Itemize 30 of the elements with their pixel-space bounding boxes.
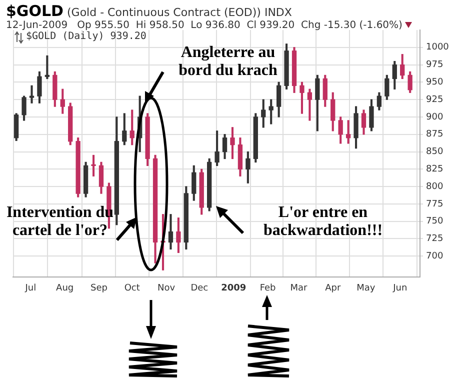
- x-tick-label: Dec: [190, 284, 208, 294]
- annotation: Angleterre au bord du krach: [178, 44, 278, 80]
- x-tick-label: Oct: [124, 284, 140, 294]
- chart-subtitle: 12-Jun-2009 Op 955.50 Hi 958.50 Lo 936.80 Cl 939.20 Chg -15.30 (-1.60%): [6, 20, 404, 31]
- y-tick-label: 700: [426, 251, 444, 262]
- y-tick-label: 1000: [426, 42, 450, 53]
- annotation: $GOLD (Daily) 939.20: [26, 31, 146, 42]
- x-tick-label: 2009: [221, 284, 246, 294]
- x-tick-label: Sep: [90, 284, 108, 294]
- x-tick-label: Nov: [158, 284, 176, 294]
- annotation: L'or entre en backwardation!!!: [262, 204, 384, 240]
- x-tick-label: May: [356, 284, 376, 294]
- y-tick-label: 800: [426, 182, 444, 192]
- y-tick-label: 750: [426, 216, 444, 227]
- x-tick-label: Mar: [290, 284, 308, 294]
- x-tick-label: Jun: [392, 284, 408, 294]
- x-tick-label: Aug: [56, 284, 74, 294]
- y-tick-label: 975: [426, 60, 444, 70]
- y-tick-label: 950: [426, 78, 444, 88]
- y-tick-label: 925: [426, 94, 444, 105]
- chart-title: $GOLD (Gold - Continuous Contract (EOD)) INDX: [6, 2, 292, 20]
- y-tick-label: 775: [426, 199, 444, 210]
- x-tick-label: Jul: [24, 284, 36, 294]
- y-tick-label: 875: [426, 130, 444, 140]
- y-tick-label: 850: [426, 147, 444, 158]
- x-tick-label: Feb: [260, 284, 276, 294]
- x-tick-label: Apr: [325, 284, 341, 294]
- y-tick-label: 900: [426, 112, 444, 122]
- y-tick-label: 725: [426, 234, 444, 244]
- y-tick-label: 825: [426, 164, 444, 174]
